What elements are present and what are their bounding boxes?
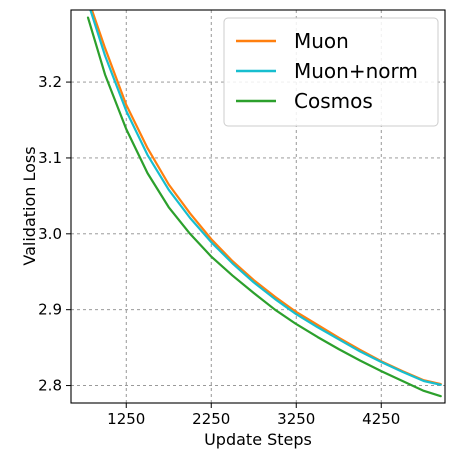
series-lines: [86, 10, 442, 398]
legend-label-muon: Muon: [294, 29, 349, 53]
legend-label-muon-norm: Muon+norm: [294, 59, 418, 83]
series-line-muon-norm: [89, 10, 442, 386]
legend: Muon Muon+norm Cosmos: [223, 17, 439, 127]
series-line-cosmos: [86, 16, 442, 398]
y-tick-label: 3.1: [38, 149, 62, 167]
x-axis-label: Update Steps: [204, 430, 312, 449]
axis-ticks: 1250 2250 3250 4250 2.8 2.9 3.0 3.1 3.2: [38, 73, 400, 428]
y-tick-label: 2.9: [38, 301, 62, 319]
y-tick-label: 3.0: [38, 225, 62, 243]
y-axis-label: Validation Loss: [20, 146, 39, 265]
x-tick-label: 2250: [192, 410, 230, 428]
y-tick-label: 2.8: [38, 377, 62, 395]
x-tick-label: 3250: [277, 410, 315, 428]
legend-box: [223, 17, 439, 127]
legend-label-cosmos: Cosmos: [294, 89, 373, 113]
x-tick-label: 1250: [107, 410, 145, 428]
plot-frame: [70, 9, 446, 404]
x-tick-label: 4250: [362, 410, 400, 428]
y-tick-label: 3.2: [38, 73, 62, 91]
